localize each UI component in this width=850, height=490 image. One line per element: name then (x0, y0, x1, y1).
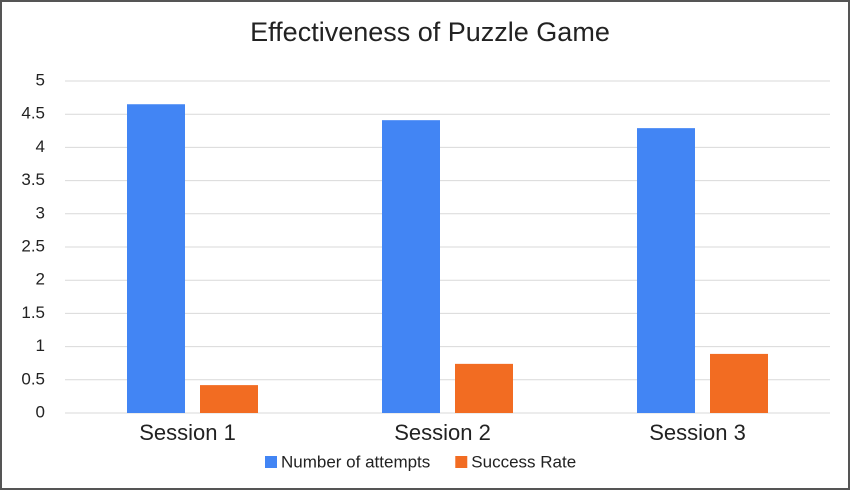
y-tick-label: 5 (36, 70, 45, 89)
y-tick-label: 4.5 (21, 104, 45, 123)
legend-label: Number of attempts (281, 452, 430, 471)
bar (127, 104, 185, 414)
y-tick-label: 4 (36, 137, 45, 156)
bar (455, 363, 513, 413)
y-tick-label: 1.5 (21, 303, 45, 322)
y-tick-label: 2 (36, 270, 45, 289)
legend-swatch (265, 456, 277, 468)
y-tick-label: 1 (36, 336, 45, 355)
legend-label: Success Rate (471, 452, 576, 471)
x-tick-label: Session 2 (394, 420, 491, 445)
bar (200, 385, 258, 413)
x-tick-label: Session 1 (139, 420, 236, 445)
legend-swatch (455, 456, 468, 468)
bar (382, 120, 440, 414)
y-tick-label: 0 (36, 402, 45, 421)
y-tick-label: 2.5 (21, 236, 45, 255)
bar (710, 353, 768, 413)
y-tick-label: 3 (36, 203, 45, 222)
x-tick-label: Session 3 (649, 420, 746, 445)
y-tick-label: 3.5 (21, 170, 45, 189)
bar (637, 128, 695, 414)
chart-title: Effectiveness of Puzzle Game (250, 17, 610, 47)
y-tick-label: 0.5 (21, 369, 45, 388)
